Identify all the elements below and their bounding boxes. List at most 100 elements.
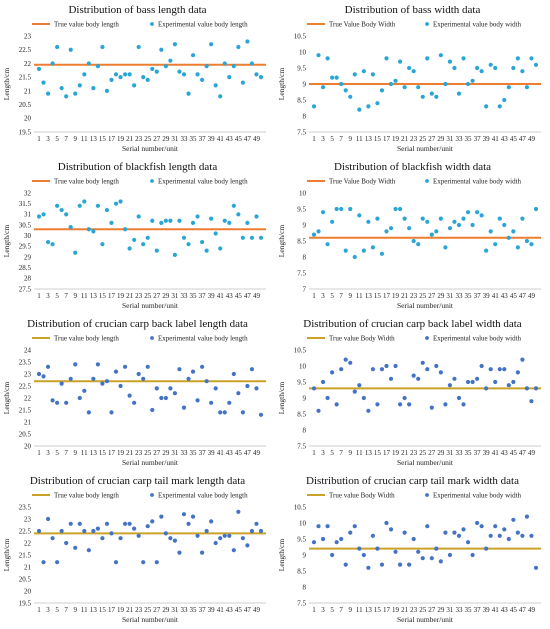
- x-tick-label: 45: [235, 606, 243, 614]
- x-tick-label: 37: [199, 606, 207, 614]
- x-tick-label: 1: [37, 292, 41, 300]
- x-tick-label: 25: [144, 606, 152, 614]
- y-tick-label: 30: [24, 232, 32, 240]
- x-tick-label: 45: [235, 135, 243, 143]
- y-tick-label: 21: [24, 418, 32, 426]
- data-point: [68, 47, 73, 52]
- chart-title: Distribution of crucian carp back label …: [303, 318, 522, 330]
- x-tick-label: 33: [455, 606, 463, 614]
- x-tick-label: 45: [235, 449, 243, 457]
- legend-true-value: True Value Body Width: [329, 178, 396, 186]
- data-point: [357, 546, 362, 551]
- data-point: [470, 222, 475, 228]
- data-point: [379, 88, 385, 93]
- data-point: [370, 72, 375, 77]
- x-tick-label: 15: [374, 135, 382, 143]
- data-point: [113, 72, 119, 77]
- data-point: [407, 402, 412, 407]
- data-point: [361, 395, 366, 401]
- x-tick-label: 31: [171, 135, 179, 143]
- data-point: [470, 552, 475, 558]
- data-point: [258, 528, 264, 534]
- data-point: [190, 53, 196, 58]
- x-axis-label: Serial number/unit: [397, 458, 454, 467]
- x-tick-label: 15: [99, 606, 107, 614]
- data-point: [343, 357, 348, 362]
- chart-panel-8: Distribution of crucian carp tail mark w…: [275, 471, 550, 628]
- x-tick-label: 41: [217, 606, 225, 614]
- data-point: [533, 206, 539, 212]
- data-point: [77, 203, 82, 208]
- data-point: [118, 536, 123, 541]
- data-point: [258, 412, 264, 417]
- data-point: [82, 72, 87, 77]
- data-point: [343, 88, 348, 93]
- x-tick-label: 17: [383, 135, 391, 143]
- data-point: [222, 533, 227, 538]
- y-tick-label: 28: [24, 275, 32, 283]
- data-point: [529, 533, 534, 538]
- chart-svg: Distribution of bass length data True val…: [2, 4, 266, 153]
- x-tick-label: 49: [528, 135, 536, 143]
- x-tick-label: 33: [180, 606, 188, 614]
- y-tick-label: 9.5: [297, 378, 306, 386]
- data-point: [254, 521, 259, 526]
- y-tick-label: 8: [303, 426, 307, 434]
- x-tick-label: 43: [226, 135, 234, 143]
- data-point: [506, 383, 511, 388]
- data-point: [375, 101, 380, 106]
- x-tick-label: 45: [235, 292, 243, 300]
- x-tick-label: 11: [81, 135, 88, 143]
- data-point: [515, 245, 520, 250]
- data-point: [488, 533, 493, 538]
- data-point: [104, 88, 110, 93]
- data-point: [352, 254, 357, 260]
- legend-point-swatch: [425, 493, 429, 497]
- x-tick-label: 33: [455, 135, 463, 143]
- data-point: [132, 83, 137, 88]
- data-point: [236, 212, 241, 217]
- x-tick-label: 3: [321, 292, 325, 300]
- data-point: [245, 383, 250, 389]
- y-tick-label: 23: [24, 32, 32, 40]
- x-tick-label: 35: [465, 292, 473, 300]
- data-point: [330, 552, 335, 558]
- x-tick-label: 37: [474, 606, 482, 614]
- x-tick-label: 11: [356, 292, 363, 300]
- x-tick-label: 49: [528, 449, 536, 457]
- x-tick-label: 27: [428, 606, 436, 614]
- data-point: [64, 400, 69, 405]
- x-tick-label: 47: [244, 292, 252, 300]
- y-tick-label: 9: [303, 394, 307, 402]
- data-point: [68, 521, 73, 526]
- data-point: [195, 533, 200, 538]
- data-point: [511, 517, 516, 522]
- data-point: [470, 78, 475, 83]
- x-tick-label: 11: [356, 135, 363, 143]
- data-point: [177, 69, 182, 74]
- x-tick-label: 29: [162, 292, 170, 300]
- data-point: [186, 376, 191, 381]
- data-point: [452, 65, 457, 71]
- x-axis-label: Serial number/unit: [122, 458, 179, 467]
- x-tick-label: 17: [383, 292, 391, 300]
- x-tick-label: 23: [410, 135, 418, 143]
- data-point: [59, 207, 64, 213]
- y-tick-label: 8.5: [297, 410, 306, 418]
- data-point: [163, 395, 168, 401]
- y-tick-label: 32: [24, 189, 32, 197]
- chart-svg: Distribution of crucian carp tail mark l…: [2, 475, 266, 624]
- data-point: [352, 524, 357, 529]
- data-point: [479, 213, 484, 218]
- x-tick-label: 5: [55, 606, 59, 614]
- data-point: [127, 72, 132, 77]
- data-point: [227, 75, 232, 80]
- x-tick-label: 9: [73, 449, 77, 457]
- data-point: [420, 556, 425, 561]
- data-point: [475, 210, 480, 215]
- data-point: [150, 218, 155, 223]
- data-point: [36, 371, 42, 377]
- chart-panel-1: Distribution of bass length data True val…: [0, 0, 275, 157]
- data-point: [113, 201, 119, 206]
- x-tick-label: 3: [46, 292, 50, 300]
